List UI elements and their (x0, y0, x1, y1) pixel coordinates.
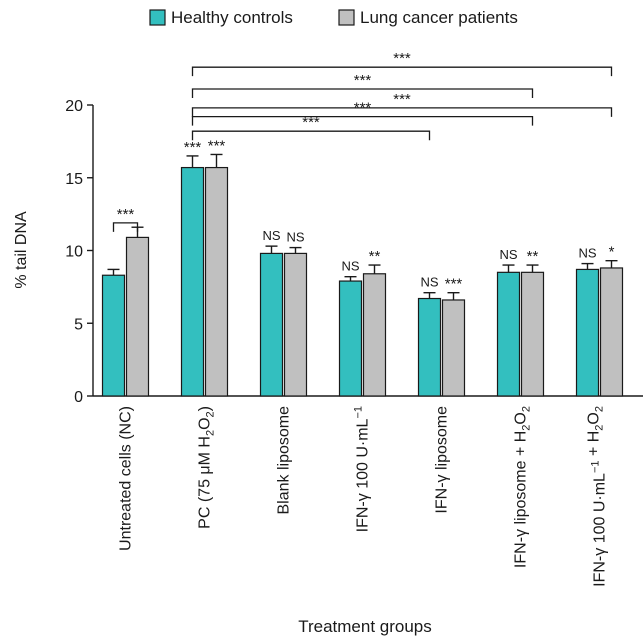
y-tick-label: 15 (65, 171, 83, 188)
significance-label: NS (341, 259, 359, 274)
bar (101, 274, 126, 397)
y-axis-label: % tail DNA (13, 211, 30, 289)
y-tick-label: 10 (65, 244, 83, 261)
significance-label: * (609, 244, 615, 261)
legend-swatch-healthy (149, 9, 166, 26)
comparison-bracket (191, 88, 534, 98)
x-tick-label-part: IFN-γ liposome (434, 406, 451, 514)
y-tick-label: 20 (65, 98, 83, 115)
comparison-label: *** (302, 114, 320, 131)
x-tick-label-part: 2 (521, 406, 533, 412)
x-axis-label: Treatment groups (298, 617, 432, 636)
legend: Healthy controls Lung cancer patients (149, 8, 518, 27)
comparison-label: *** (393, 91, 411, 108)
comparison-bracket (191, 107, 613, 117)
x-tick-label-part: PC (75 μM H (197, 436, 214, 529)
x-tick-label-part: ) (197, 406, 214, 411)
bar (338, 280, 363, 397)
bar (520, 271, 545, 397)
x-tick-label-part: IFN-γ liposome + H (513, 431, 530, 568)
x-tick-label-part: O (513, 412, 530, 424)
legend-label-healthy: Healthy controls (171, 8, 293, 27)
x-tick-label: IFN-γ liposome + H2O2 (513, 406, 533, 568)
x-tick-label-part: O (197, 417, 214, 429)
significance-label: *** (445, 276, 463, 293)
x-tick-label-part: 2 (205, 430, 217, 436)
x-tick-label-part: 2 (594, 406, 606, 412)
comparison-label: *** (354, 72, 372, 89)
significance-label: ** (527, 248, 539, 265)
significance-label: NS (262, 228, 280, 243)
x-tick-label-part: 2 (594, 425, 606, 431)
bar (441, 299, 466, 397)
significance-label: NS (499, 247, 517, 262)
bar (417, 297, 442, 397)
comparison-bracket (191, 115, 534, 126)
significance-label: *** (208, 137, 226, 154)
x-tick-label-part: Untreated cells (NC) (118, 406, 135, 551)
comparison-label: *** (393, 50, 411, 67)
x-tick-label-part: + H (586, 431, 603, 461)
bar (362, 273, 387, 397)
comparison-bracket (112, 222, 139, 232)
x-tick-label-part: IFN-γ 100 U·mL (592, 473, 609, 587)
bar (283, 252, 308, 397)
x-tick-label-part: −1 (353, 406, 365, 419)
x-tick-label: IFN-γ 100 U·mL−1 (353, 406, 372, 532)
x-tick-label-part: Blank liposome (276, 406, 293, 515)
x-tick-label-part: O (586, 412, 603, 424)
significance-label: NS (286, 230, 304, 245)
significance-label: NS (420, 275, 438, 290)
x-tick-label: Blank liposome (276, 406, 293, 515)
x-tick-label-part: IFN-γ 100 U·mL (355, 418, 372, 532)
y-tick-label: 5 (74, 316, 83, 333)
comparison-bracket (191, 66, 613, 77)
bar (599, 267, 624, 397)
legend-swatch-patients (338, 9, 355, 26)
significance-label: ** (369, 248, 381, 265)
bar (575, 268, 600, 397)
y-tick-label: 0 (74, 389, 83, 406)
bar (125, 236, 150, 397)
x-tick-label: IFN-γ 100 U·mL−1 + H2O2 (586, 406, 609, 587)
significance-label: NS (578, 246, 596, 261)
bar (180, 166, 205, 397)
bar (204, 166, 229, 397)
bar (496, 271, 521, 397)
x-tick-label-part: 2 (521, 425, 533, 431)
comparison-bracket (191, 130, 431, 141)
x-tick-label-part: 2 (205, 411, 217, 417)
x-tick-label: IFN-γ liposome (434, 406, 451, 514)
comparison-label: *** (117, 206, 135, 223)
x-tick-label-part: −1 (590, 461, 602, 474)
bar (259, 252, 284, 397)
legend-label-patients: Lung cancer patients (360, 8, 518, 27)
x-tick-label: Untreated cells (NC) (118, 406, 135, 551)
significance-label: *** (184, 139, 202, 156)
x-tick-label: PC (75 μM H2O2) (197, 406, 217, 529)
